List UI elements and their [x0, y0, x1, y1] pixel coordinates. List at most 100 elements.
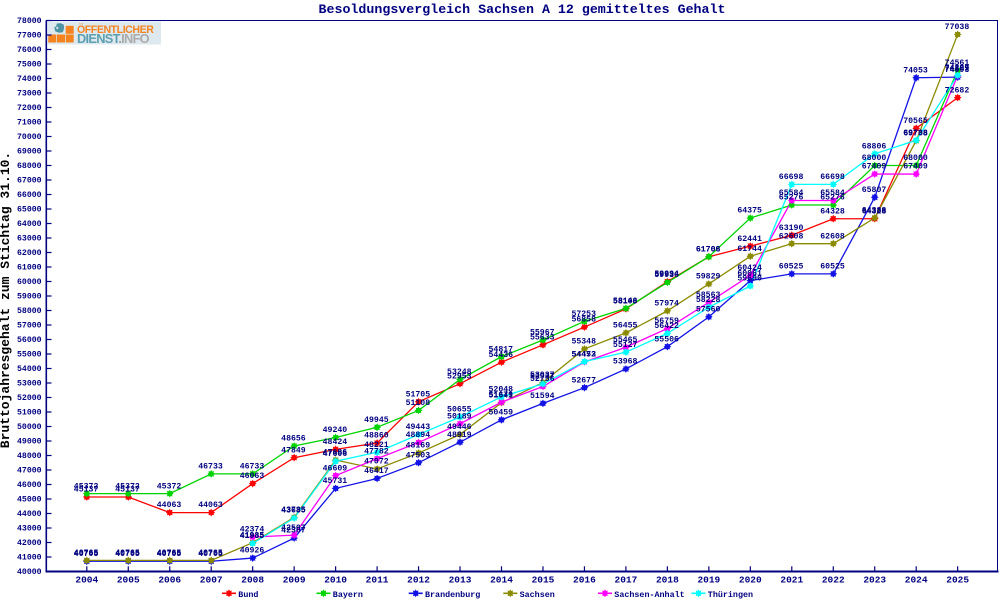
svg-text:54452: 54452 [571, 351, 596, 360]
svg-text:50000: 50000 [17, 423, 42, 432]
svg-text:63190: 63190 [779, 224, 804, 233]
svg-text:64375: 64375 [737, 207, 762, 216]
svg-text:2024: 2024 [905, 575, 928, 586]
svg-text:40926: 40926 [240, 547, 265, 556]
svg-text:49945: 49945 [364, 416, 389, 425]
svg-text:57000: 57000 [17, 321, 42, 330]
svg-text:56000: 56000 [17, 336, 42, 345]
svg-text:40765: 40765 [115, 549, 140, 558]
svg-text:47686: 47686 [323, 449, 348, 458]
svg-text:Bayern: Bayern [333, 590, 363, 600]
svg-text:48860: 48860 [364, 432, 389, 441]
svg-text:67409: 67409 [903, 163, 928, 172]
svg-text:59829: 59829 [696, 273, 721, 282]
svg-text:Bruttojahresgehalt zum Stichta: Bruttojahresgehalt zum Stichtag 31.10. [0, 152, 13, 448]
svg-text:48221: 48221 [364, 441, 389, 450]
svg-text:72682: 72682 [945, 86, 970, 95]
svg-text:48169: 48169 [406, 442, 431, 451]
svg-text:65584: 65584 [820, 189, 845, 198]
svg-text:47503: 47503 [406, 451, 431, 460]
svg-text:57560: 57560 [696, 306, 721, 315]
svg-text:53968: 53968 [613, 358, 638, 367]
svg-text:40705: 40705 [115, 550, 140, 559]
svg-text:2025: 2025 [946, 575, 969, 586]
svg-text:41985: 41985 [240, 531, 265, 540]
svg-text:49443: 49443 [406, 423, 431, 432]
svg-text:2023: 2023 [863, 575, 886, 586]
svg-text:63000: 63000 [17, 234, 42, 243]
svg-text:41935: 41935 [240, 532, 265, 541]
svg-text:53037: 53037 [530, 371, 555, 380]
svg-text:64328: 64328 [820, 207, 845, 216]
svg-text:2013: 2013 [449, 575, 472, 586]
svg-text:45372: 45372 [74, 482, 99, 491]
svg-text:45000: 45000 [17, 495, 42, 504]
svg-text:59936: 59936 [654, 271, 679, 280]
svg-text:40705: 40705 [157, 550, 182, 559]
svg-text:69738: 69738 [903, 129, 928, 138]
svg-text:62608: 62608 [779, 232, 804, 241]
svg-text:2009: 2009 [283, 575, 306, 586]
svg-text:42000: 42000 [17, 539, 42, 548]
svg-text:68000: 68000 [903, 154, 928, 163]
svg-text:65000: 65000 [17, 205, 42, 214]
svg-text:43000: 43000 [17, 524, 42, 533]
svg-text:40765: 40765 [198, 549, 223, 558]
svg-text:52937: 52937 [530, 373, 555, 382]
svg-text:65276: 65276 [779, 194, 804, 203]
svg-text:Besoldungsvergleich Sachsen A: Besoldungsvergleich Sachsen A 12 gemitte… [319, 2, 726, 17]
svg-text:Sachsen-Anhalt: Sachsen-Anhalt [614, 590, 684, 600]
svg-text:2015: 2015 [532, 575, 555, 586]
svg-text:2019: 2019 [697, 575, 720, 586]
svg-text:60061: 60061 [737, 269, 762, 278]
svg-text:47072: 47072 [364, 458, 389, 467]
svg-text:55506: 55506 [654, 335, 679, 344]
svg-text:46000: 46000 [17, 481, 42, 490]
svg-text:68806: 68806 [862, 142, 887, 151]
svg-text:58000: 58000 [17, 307, 42, 316]
svg-text:49240: 49240 [323, 426, 348, 435]
svg-text:66698: 66698 [820, 173, 845, 182]
svg-text:56422: 56422 [654, 322, 679, 331]
svg-text:49000: 49000 [17, 437, 42, 446]
svg-text:47849: 47849 [281, 446, 306, 455]
svg-text:58108: 58108 [613, 298, 638, 307]
svg-text:Brandenburg: Brandenburg [425, 590, 480, 600]
svg-text:70565: 70565 [903, 117, 928, 126]
svg-text:58563: 58563 [696, 291, 721, 300]
svg-text:53248: 53248 [447, 368, 472, 377]
svg-text:51000: 51000 [17, 408, 42, 417]
svg-text:65584: 65584 [779, 189, 804, 198]
svg-text:51705: 51705 [406, 390, 431, 399]
svg-text:61000: 61000 [17, 263, 42, 272]
svg-text:53000: 53000 [17, 379, 42, 388]
svg-text:46733: 46733 [240, 463, 265, 472]
svg-text:71000: 71000 [17, 118, 42, 127]
svg-text:64388: 64388 [862, 207, 887, 216]
svg-text:67409: 67409 [862, 163, 887, 172]
svg-text:68000: 68000 [862, 154, 887, 163]
svg-text:60424: 60424 [737, 264, 762, 273]
svg-text:74227: 74227 [945, 64, 970, 73]
svg-text:64328: 64328 [862, 207, 887, 216]
svg-text:40000: 40000 [17, 568, 42, 577]
svg-text:48894: 48894 [406, 431, 431, 440]
svg-text:46417: 46417 [364, 467, 389, 476]
svg-text:66000: 66000 [17, 191, 42, 200]
svg-text:54817: 54817 [489, 345, 514, 354]
svg-text:2011: 2011 [366, 575, 389, 586]
svg-text:77000: 77000 [17, 31, 42, 40]
svg-text:68000: 68000 [17, 162, 42, 171]
svg-text:2017: 2017 [615, 575, 638, 586]
svg-text:50459: 50459 [489, 408, 514, 417]
svg-text:Thüringen: Thüringen [708, 590, 753, 600]
svg-text:2008: 2008 [241, 575, 264, 586]
svg-text:69000: 69000 [17, 147, 42, 156]
svg-text:46733: 46733 [198, 463, 223, 472]
svg-text:55967: 55967 [530, 329, 555, 338]
svg-text:61708: 61708 [696, 245, 721, 254]
svg-text:2016: 2016 [573, 575, 596, 586]
svg-text:52677: 52677 [571, 376, 596, 385]
svg-text:65807: 65807 [862, 186, 887, 195]
svg-text:60525: 60525 [779, 263, 804, 272]
